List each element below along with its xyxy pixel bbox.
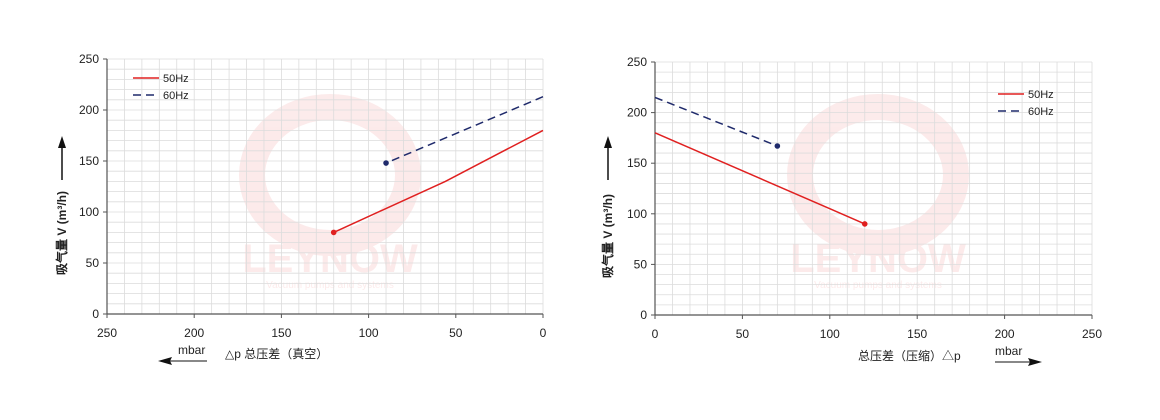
series-end-point xyxy=(861,221,868,227)
y-tick-label: 0 xyxy=(640,308,647,322)
series-end-point xyxy=(330,229,337,236)
x-arrow-head-icon xyxy=(1028,358,1042,366)
x-tick-label: 0 xyxy=(652,327,659,341)
y-tick-label: 50 xyxy=(86,256,100,270)
x-tick-label: 100 xyxy=(359,326,379,340)
y-axis-label: 吸气量 V (m³/h) xyxy=(600,194,615,278)
series-end-point xyxy=(774,143,781,149)
series-line-50Hz xyxy=(333,129,544,234)
legend-label: 50Hz xyxy=(163,73,189,85)
y-tick-label: 50 xyxy=(634,257,648,271)
x-tick-label: 0 xyxy=(540,326,547,340)
series-line-60Hz xyxy=(654,96,778,147)
y-tick-label: 100 xyxy=(627,207,647,221)
legend-label: 60Hz xyxy=(163,90,189,102)
y-arrow-head-icon xyxy=(604,136,612,148)
x-tick-label: 200 xyxy=(184,326,204,340)
y-tick-label: 250 xyxy=(79,52,99,66)
y-tick-label: 150 xyxy=(627,156,647,170)
y-tick-label: 200 xyxy=(627,106,647,120)
y-tick-label: 100 xyxy=(79,205,99,219)
x-tick-label: 150 xyxy=(271,326,291,340)
x-tick-label: 100 xyxy=(820,327,840,341)
y-tick-label: 0 xyxy=(92,307,99,321)
legend-label: 50Hz xyxy=(1028,89,1054,101)
watermark-brand: LEYNOW xyxy=(242,237,418,281)
y-tick-label: 200 xyxy=(79,103,99,117)
x-arrow-head-icon xyxy=(158,357,172,365)
x-tick-label: 250 xyxy=(1082,327,1102,341)
x-tick-label: 50 xyxy=(449,326,463,340)
x-tick-label: 50 xyxy=(736,327,750,341)
y-tick-label: 250 xyxy=(627,55,647,69)
series-line-60Hz xyxy=(385,96,544,164)
grid xyxy=(106,58,544,315)
y-arrow-head-icon xyxy=(58,136,66,148)
legend-label: 60Hz xyxy=(1028,106,1054,118)
y-tick-label: 150 xyxy=(79,154,99,168)
x-unit-label: mbar xyxy=(995,344,1022,358)
watermark-tagline: Vacuum pumps and systems xyxy=(266,280,394,291)
x-tick-label: 200 xyxy=(995,327,1015,341)
x-tick-label: 150 xyxy=(907,327,927,341)
x-axis-label: △p 总压差（真空） xyxy=(225,347,328,361)
series-end-point xyxy=(383,160,389,166)
x-tick-label: 250 xyxy=(97,326,117,340)
x-unit-label: mbar xyxy=(178,343,205,357)
series-line-50Hz xyxy=(654,132,866,225)
y-axis-label: 吸气量 V (m³/h) xyxy=(54,191,69,275)
watermark-tagline: Vacuum pumps and systems xyxy=(814,280,942,291)
grid xyxy=(654,61,1093,316)
x-axis-label: 总压差（压缩）△p xyxy=(858,348,961,363)
